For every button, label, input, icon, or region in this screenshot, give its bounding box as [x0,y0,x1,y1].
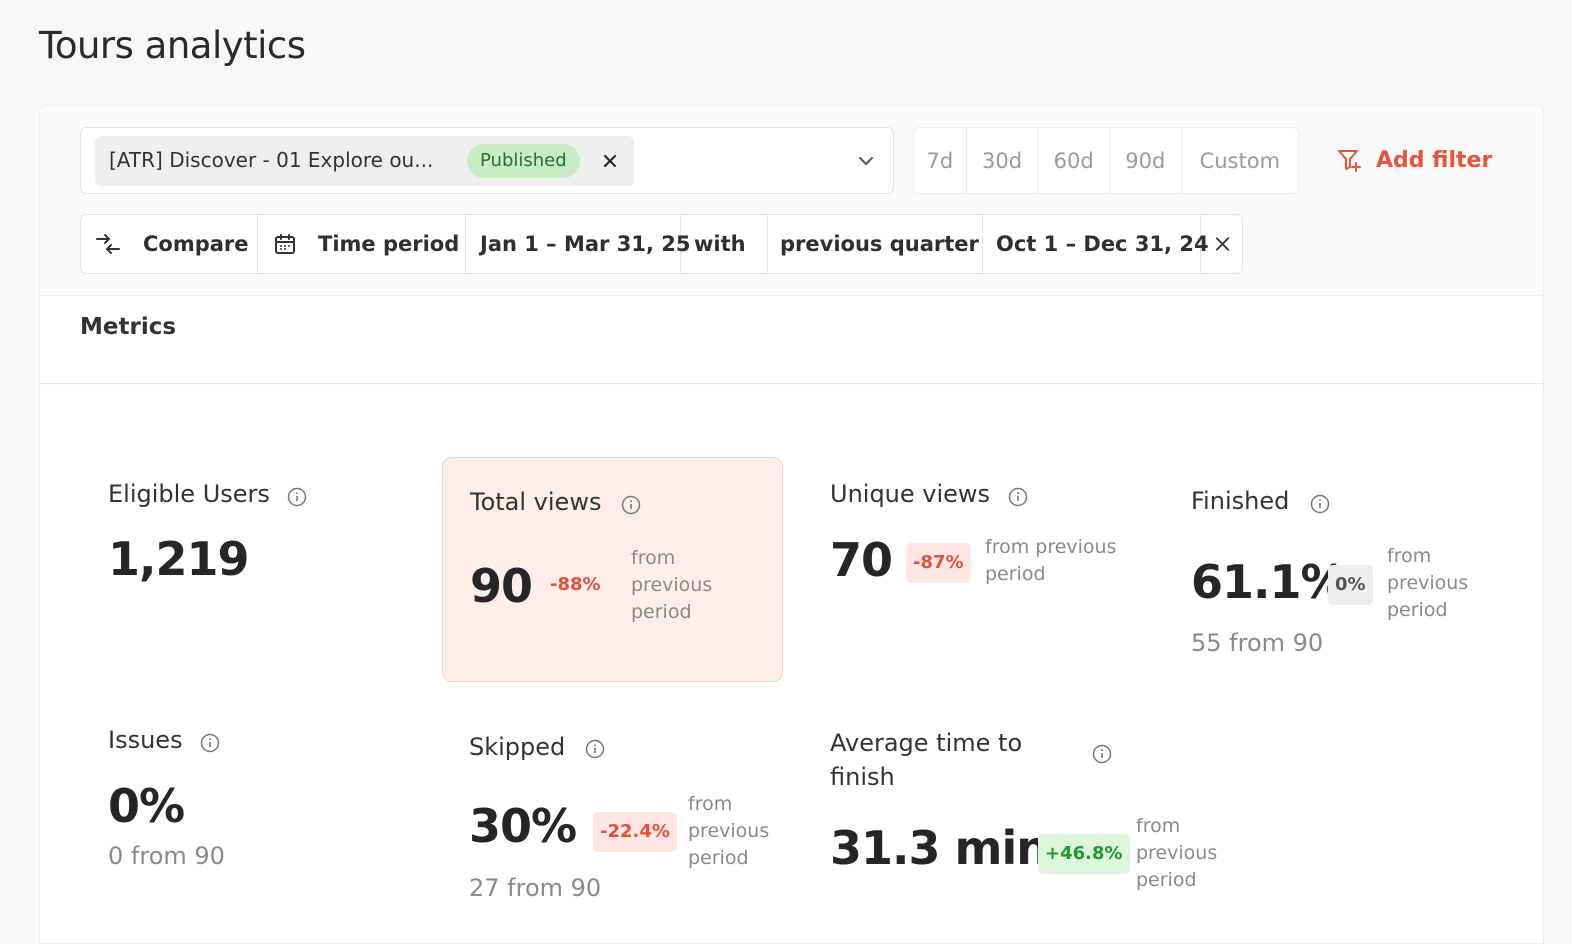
info-icon[interactable] [287,487,307,507]
tour-select-dropdown-button[interactable] [855,150,877,172]
close-icon [1215,237,1230,251]
filter-plus-icon [1338,150,1361,172]
metric-subtext: 55 from 90 [1191,629,1324,657]
time-period-label: Time period [318,232,460,256]
selected-tour-chip: [ATR] Discover - 01 Explore ou... Publis… [95,136,634,186]
metric-subtext: 0 from 90 [108,842,225,870]
comparison-type-selector[interactable]: previous quarter [768,215,983,273]
comparison-period-value: Oct 1 – Dec 31, 24 [996,232,1209,256]
range-custom-button[interactable]: Custom [1199,148,1281,173]
time-period-selector[interactable]: Jan 1 – Mar 31, 25 [466,215,690,273]
add-filter-label: Add filter [1376,147,1493,173]
compare-label: Compare [143,232,249,256]
compare-text: from previous period [688,793,770,869]
metric-title: Skipped [469,733,566,761]
comparison-type-value: previous quarter [780,232,979,256]
metric-value: 1,219 [108,532,250,586]
info-icon[interactable] [200,733,220,753]
delta-badge: -87% [906,543,971,583]
metrics-grid: Eligible Users 1,219 Total views 90 -88%… [40,385,1543,943]
delta-badge: +46.8% [1038,834,1130,874]
metric-value: 30% [469,799,577,853]
remove-tour-button[interactable] [597,147,623,175]
range-30d-button[interactable]: 30d [967,128,1039,193]
delta-badge: -88% [550,574,601,595]
metric-title: Issues [108,726,183,754]
metric-subtext: 27 from 90 [469,874,602,902]
metric-title: Unique views [830,480,991,508]
clear-compare-button[interactable] [1201,215,1242,273]
selected-tour-label: [ATR] Discover - 01 Explore ou... [109,148,434,172]
metric-card-average-time: Average time to finish 31.3 min +46.8% f… [830,701,1217,921]
time-period-value: Jan 1 – Mar 31, 25 [480,232,691,256]
chevron-down-icon [859,157,873,165]
range-90d-button[interactable]: 90d [1110,128,1182,193]
info-icon[interactable] [621,495,641,515]
tour-select[interactable]: [ATR] Discover - 01 Explore ou... Publis… [80,127,894,194]
metric-value: 0% [108,779,185,833]
metric-value: 61.1% [1191,555,1347,609]
metric-card-issues: Issues 0% 0 from 90 [108,701,438,881]
compare-bar: Compare Time period Jan 1 – Mar 31, 25 w… [80,214,1243,274]
metric-title: Finished [1191,487,1290,515]
compare-arrows-icon [95,233,121,255]
info-icon[interactable] [1008,487,1028,507]
metric-card-skipped: Skipped 30% -22.4% from previous period … [469,701,799,902]
info-icon[interactable] [585,739,605,759]
metric-value: 90 [470,559,533,613]
metric-value: 70 [830,533,893,587]
calendar-icon [274,233,296,255]
metric-card-eligible-users: Eligible Users 1,219 [108,455,438,655]
analytics-panel: [ATR] Discover - 01 Explore ou... Publis… [39,105,1544,944]
compare-text: from previous period [985,536,1117,585]
compare-text: from previous period [631,547,713,623]
metric-card-total-views[interactable]: Total views 90 -88% from previous period [442,457,783,682]
info-icon[interactable] [1092,744,1112,764]
metric-title: Eligible Users [108,480,270,508]
delta-badge: -22.4% [593,812,677,852]
quick-range-group: 7d 30d 60d 90d Custom [913,127,1299,194]
time-period-label-segment: Time period [258,215,466,273]
compare-text: from previous period [1136,815,1218,891]
comparison-period-selector[interactable]: Oct 1 – Dec 31, 24 [983,215,1209,273]
compare-text: from previous period [1387,545,1469,621]
metric-value: 31.3 min [830,821,1049,875]
range-7d-button[interactable]: 7d [914,128,967,193]
metrics-title: Metrics [80,314,177,340]
info-icon[interactable] [1310,494,1330,514]
compare-with-label: with [681,215,768,273]
metric-card-unique-views: Unique views 70 -87% from previous perio… [830,455,1170,655]
metric-title: Average time to finish [830,729,1023,791]
page-title: Tours analytics [39,24,306,67]
range-60d-button[interactable]: 60d [1038,128,1110,193]
delta-badge: 0% [1328,565,1373,605]
add-filter-button[interactable]: Add filter [1336,144,1492,176]
metric-card-finished: Finished 61.1% 0% from previous period 5… [1191,455,1521,675]
compare-toggle[interactable]: Compare [81,215,258,273]
metric-title: Total views [470,488,602,516]
status-badge: Published [467,144,580,178]
close-icon [604,155,616,167]
metrics-header: Metrics [40,295,1543,384]
